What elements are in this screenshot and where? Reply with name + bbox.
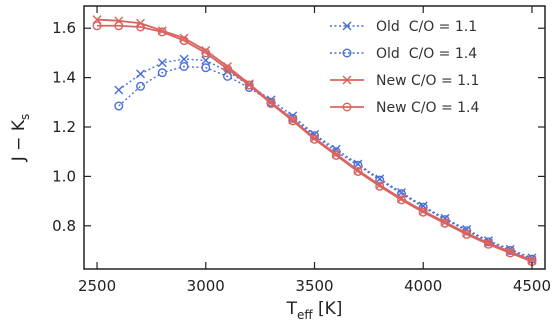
plot-content <box>92 15 537 267</box>
legend-item: Old C/O = 1.1 <box>330 19 477 35</box>
data-point <box>396 189 406 199</box>
x-axis-label-main: T <box>286 299 298 319</box>
data-point <box>136 22 146 32</box>
x-tick-label: 4000 <box>404 277 442 295</box>
legend: Old C/O = 1.1 Old C/O = 1.4 New C/O = 1.1 N… <box>330 19 479 116</box>
data-point <box>418 207 428 217</box>
legend-marker <box>342 102 352 112</box>
data-point <box>396 195 406 205</box>
data-point <box>157 58 167 68</box>
y-axis-label-sub: s <box>18 114 32 120</box>
y-tick-label: 1.6 <box>52 19 76 37</box>
y-tick-label: 0.8 <box>52 217 76 235</box>
y-tick-label: 1.0 <box>52 167 76 185</box>
x-tick-label: 4500 <box>513 277 551 295</box>
marker-stroke <box>418 206 428 216</box>
axis-ticks: 2500 3000 3500 4000 4500 0.8 1.0 1.2 1.4 1.6 <box>52 6 551 295</box>
data-point <box>201 63 211 73</box>
data-point <box>331 150 341 160</box>
data-point <box>114 21 124 31</box>
marker-stroke <box>114 85 124 95</box>
legend-item: New C/O = 1.1 <box>330 73 479 89</box>
marker-stroke <box>244 79 254 89</box>
marker-stroke <box>179 33 189 43</box>
marker-stroke <box>157 26 167 36</box>
marker-stroke <box>179 54 189 64</box>
x-tick-label: 3000 <box>187 277 225 295</box>
marker-stroke <box>396 194 406 204</box>
x-axis-label-sub: eff <box>297 308 313 322</box>
data-point <box>201 48 211 58</box>
legend-label: New C/O = 1.1 <box>376 73 479 89</box>
marker-stroke <box>201 45 211 55</box>
data-point <box>136 81 146 91</box>
data-point <box>179 36 189 46</box>
marker-stroke <box>527 255 537 265</box>
data-point <box>114 101 124 111</box>
legend-label: Old C/O = 1.1 <box>376 19 477 35</box>
data-point <box>179 33 189 43</box>
series-1 <box>114 62 537 264</box>
data-point <box>375 181 385 191</box>
data-point <box>114 85 124 95</box>
legend-marker <box>342 75 352 85</box>
marker-stroke <box>310 133 319 143</box>
data-point <box>310 134 320 144</box>
data-point <box>244 80 254 90</box>
legend-label: New C/O = 1.4 <box>376 100 479 116</box>
data-point <box>288 116 298 126</box>
x-axis-label-unit: [K] <box>313 299 343 319</box>
series-line <box>118 58 533 259</box>
data-point <box>462 229 472 239</box>
data-point <box>201 55 211 65</box>
marker-stroke <box>157 58 167 68</box>
data-point <box>505 248 515 258</box>
x-tick-label: 2500 <box>78 277 116 295</box>
y-tick-label: 1.4 <box>52 69 76 87</box>
marker-stroke <box>266 97 276 107</box>
y-axis-label: J − Ks <box>9 114 32 162</box>
legend-label: Old C/O = 1.4 <box>376 46 477 62</box>
data-point <box>440 218 450 228</box>
series-3 <box>92 21 537 267</box>
marker-stroke <box>288 115 298 125</box>
data-point <box>136 69 146 79</box>
marker-stroke <box>505 247 515 257</box>
data-point <box>179 62 189 72</box>
data-point <box>179 54 189 64</box>
data-point <box>223 64 233 74</box>
marker-stroke <box>342 75 352 85</box>
marker-stroke <box>353 165 363 175</box>
marker-stroke <box>201 55 211 65</box>
marker-stroke <box>462 228 472 238</box>
marker-stroke <box>342 21 352 31</box>
legend-marker <box>342 21 352 31</box>
marker-stroke <box>440 217 450 227</box>
data-point <box>353 160 363 170</box>
data-point <box>266 99 276 109</box>
legend-item: New C/O = 1.4 <box>330 100 479 116</box>
data-point <box>353 166 363 176</box>
y-axis-label-main: J − K <box>9 119 29 162</box>
series-line <box>97 24 533 263</box>
data-point <box>375 175 385 185</box>
data-point <box>157 27 167 37</box>
data-point <box>527 255 537 265</box>
legend-marker <box>342 48 352 58</box>
x-tick-label: 3500 <box>295 277 333 295</box>
data-point <box>157 68 167 78</box>
data-point <box>92 21 102 31</box>
legend-item: Old C/O = 1.4 <box>330 46 477 62</box>
marker-stroke <box>136 69 146 79</box>
data-point <box>223 62 233 71</box>
marker-stroke <box>331 149 341 159</box>
data-point <box>201 45 211 55</box>
x-axis-label: Teff [K] <box>286 299 343 322</box>
marker-stroke <box>375 180 385 190</box>
data-point <box>483 239 493 249</box>
marker-stroke <box>483 238 493 248</box>
y-tick-label: 1.2 <box>52 118 76 136</box>
marker-stroke <box>223 62 233 71</box>
